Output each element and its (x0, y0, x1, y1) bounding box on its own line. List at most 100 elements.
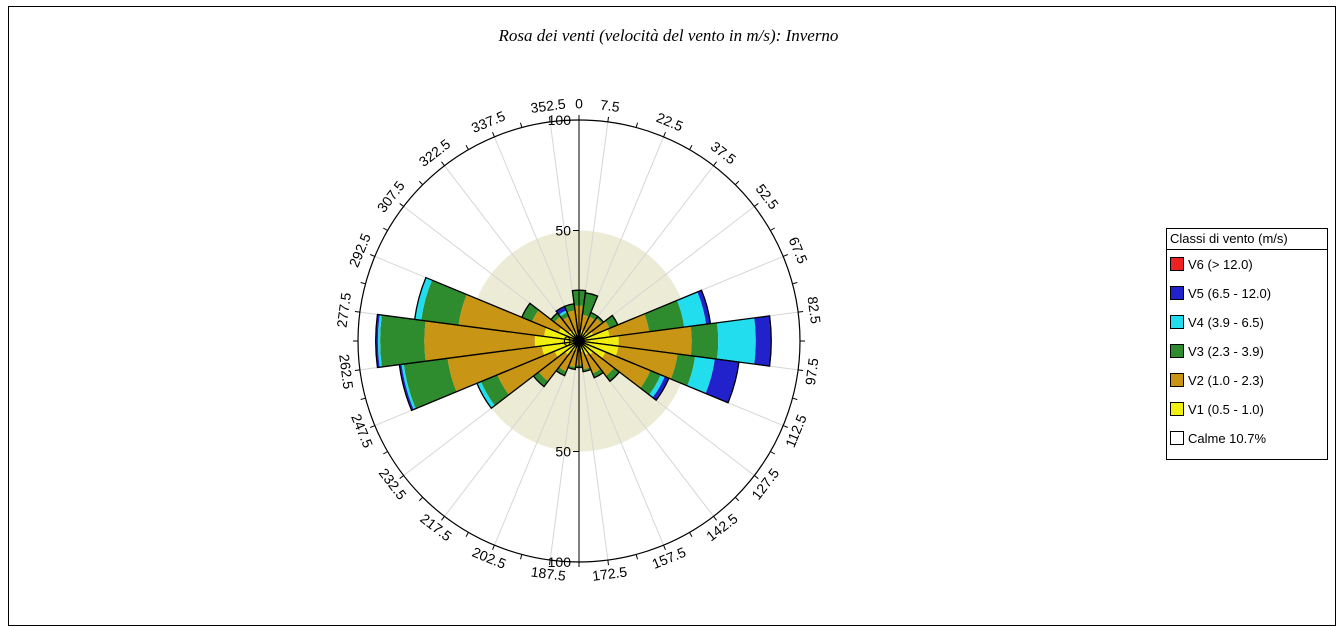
outer-tick (689, 145, 693, 150)
sector-255-v5 (399, 364, 414, 411)
outer-tick (383, 451, 388, 455)
sector-210-v2 (558, 349, 575, 372)
sector-120-v2 (601, 351, 651, 389)
sector-105-v3 (670, 353, 696, 386)
sector-75-v3 (644, 300, 685, 332)
outer-tick (549, 560, 551, 566)
outer-tick (354, 369, 360, 371)
sector-75-v2 (607, 313, 650, 337)
legend-swatch-v2 (1170, 373, 1184, 387)
sector-240-v3 (480, 374, 509, 406)
outer-tick (360, 282, 366, 285)
sector-255-v4 (401, 364, 416, 410)
outer-tick (370, 254, 376, 257)
sector-90-v5 (754, 315, 772, 367)
angle-label: 37.5 (708, 138, 740, 167)
sector-90-v1 (579, 335, 619, 347)
legend-label-v3: V3 (2.3 - 3.9) (1188, 344, 1264, 359)
outer-tick (399, 475, 404, 479)
outer-tick (754, 475, 759, 479)
sector-120-v4 (649, 374, 665, 398)
radial-tick-label: 50 (555, 444, 571, 460)
angle-label: 172.5 (591, 563, 628, 583)
sector-330-v2 (562, 316, 575, 333)
sector-120-v3 (640, 370, 661, 395)
sector-270-v1 (534, 335, 579, 347)
legend-label-v1: V1 (0.5 - 1.0) (1188, 402, 1264, 417)
sector-15-v2 (580, 314, 590, 331)
sector-315-v2 (554, 316, 571, 333)
sector-240-v4 (476, 381, 495, 409)
legend-label-v5: V5 (6.5 - 12.0) (1188, 286, 1272, 301)
outer-tick (418, 496, 424, 502)
sector-285-v4 (414, 277, 432, 321)
legend-item-v1: V1 (0.5 - 1.0) (1167, 395, 1327, 424)
sector-90-v4 (717, 317, 756, 365)
sector-15-v3 (582, 292, 598, 317)
sector-330-v3 (560, 312, 569, 320)
sector-120-v5 (652, 376, 669, 401)
sector-30-v3 (589, 312, 598, 320)
sector-outline-345 (563, 303, 580, 342)
legend-item-v2: V2 (1.0 - 2.3) (1167, 366, 1327, 395)
outer-tick (792, 282, 798, 285)
legend-label-v6: V6 (> 12.0) (1188, 257, 1253, 272)
legend-item-v3: V3 (2.3 - 3.9) (1167, 337, 1327, 366)
sector-75-v5 (697, 290, 711, 325)
sector-75-v4 (677, 291, 707, 328)
sector-225-v2 (538, 351, 569, 382)
outer-tick (607, 560, 609, 566)
legend-swatch-v3 (1170, 344, 1184, 358)
outer-tick (360, 397, 366, 400)
legend-label-v2: V2 (1.0 - 2.3) (1188, 373, 1264, 388)
legend-label-calm: Calme 10.7% (1188, 431, 1267, 446)
outer-tick (798, 311, 804, 313)
legend: Classi di vento (m/s) V6 (> 12.0) V5 (6.… (1166, 228, 1328, 460)
sector-90-v3 (690, 322, 719, 360)
angle-label: 337.5 (469, 108, 508, 136)
outer-tick (520, 122, 523, 128)
sector-60-v2 (591, 320, 610, 336)
outer-tick (492, 544, 495, 550)
sector-outline-285 (413, 276, 580, 342)
sector-240-v2 (497, 351, 558, 395)
outer-tick (754, 203, 759, 207)
sector-150-v3 (592, 369, 604, 378)
outer-tick (441, 161, 445, 166)
legend-swatch-calm (1170, 431, 1184, 445)
outer-tick (782, 425, 788, 428)
sector-45-v2 (585, 318, 602, 335)
legend-item-calm: Calme 10.7% (1167, 424, 1327, 453)
sector-255-v3 (403, 358, 457, 409)
outer-tick (465, 145, 469, 150)
legend-label-v4: V4 (3.9 - 6.5) (1188, 315, 1264, 330)
angle-label: 82.5 (805, 295, 824, 324)
sector-285-v3 (421, 280, 467, 326)
legend-swatch-v4 (1170, 315, 1184, 329)
grid-spoke (578, 340, 609, 561)
radial-tick-label: 100 (548, 112, 572, 128)
angle-label: 0 (575, 96, 583, 112)
sector-300-v2 (532, 310, 562, 333)
sector-255-v2 (447, 345, 545, 392)
sector-300-v3 (521, 303, 539, 322)
angle-label: 52.5 (753, 181, 782, 213)
outer-tick (770, 227, 775, 231)
sector-165-v3 (582, 367, 591, 372)
angle-label: 292.5 (346, 231, 374, 270)
legend-item-v5: V5 (6.5 - 12.0) (1167, 279, 1327, 308)
sector-45-v3 (596, 316, 604, 324)
outer-tick (734, 180, 740, 186)
sector-30-v2 (583, 316, 596, 333)
outer-tick (792, 397, 798, 400)
radial-tick-label: 50 (555, 223, 571, 239)
angle-label: 277.5 (334, 291, 354, 328)
legend-item-v4: V4 (3.9 - 6.5) (1167, 308, 1327, 337)
angle-label: 262.5 (336, 353, 356, 390)
outer-tick (370, 425, 376, 428)
grid-spoke (578, 165, 714, 342)
sector-135-v2 (589, 351, 615, 377)
outer-tick (770, 451, 775, 455)
outer-tick (713, 516, 717, 521)
legend-swatch-v1 (1170, 402, 1184, 416)
